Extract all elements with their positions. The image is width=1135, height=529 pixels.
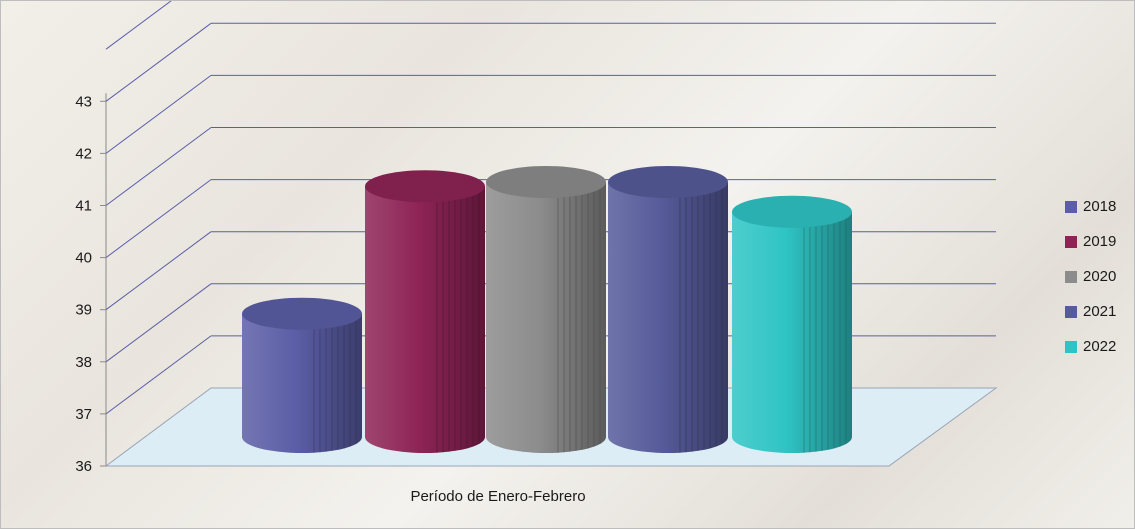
bar-top bbox=[365, 170, 485, 203]
legend-label: 2020 bbox=[1083, 268, 1117, 285]
y-tick-label: 40 bbox=[75, 250, 92, 267]
bar-2018 bbox=[242, 297, 362, 453]
bar-2022 bbox=[732, 195, 852, 453]
legend-label: 2021 bbox=[1083, 303, 1117, 320]
legend-swatch bbox=[1065, 340, 1077, 353]
y-tick-label: 42 bbox=[75, 145, 92, 162]
gridline bbox=[105, 22, 212, 102]
gridline bbox=[105, 74, 212, 154]
legend-swatch bbox=[1065, 270, 1077, 283]
legend-swatch bbox=[1065, 305, 1077, 318]
legend-item-2019: 2019 bbox=[1065, 224, 1116, 259]
legend-item-2022: 2022 bbox=[1065, 329, 1116, 364]
y-tick-label: 36 bbox=[75, 458, 92, 475]
gridline bbox=[105, 231, 212, 311]
bar-2021 bbox=[608, 166, 728, 453]
bar-2019 bbox=[365, 170, 485, 453]
y-tick-label: 43 bbox=[75, 93, 92, 110]
x-axis-label: Período de Enero-Febrero bbox=[410, 488, 585, 505]
gridline bbox=[105, 283, 212, 363]
bar-top bbox=[732, 195, 852, 228]
legend-label: 2019 bbox=[1083, 233, 1117, 250]
bar-top bbox=[608, 166, 728, 198]
y-tick-label: 39 bbox=[75, 302, 92, 319]
gridline bbox=[105, 335, 212, 415]
legend-item-2018: 2018 bbox=[1065, 189, 1116, 224]
bar-top bbox=[242, 297, 362, 330]
legend-swatch bbox=[1065, 200, 1077, 213]
y-tick-label: 38 bbox=[75, 354, 92, 371]
legend-swatch bbox=[1065, 235, 1077, 248]
bar-top bbox=[486, 166, 606, 198]
gridline bbox=[105, 1, 172, 50]
bar-2020 bbox=[486, 166, 606, 453]
legend-item-2021: 2021 bbox=[1065, 294, 1116, 329]
gridline bbox=[105, 179, 212, 259]
y-tick-label: 37 bbox=[75, 406, 92, 423]
legend-item-2020: 2020 bbox=[1065, 259, 1116, 294]
legend-label: 2018 bbox=[1083, 198, 1117, 215]
legend: 2018 2019 2020 2021 2022 bbox=[1065, 189, 1116, 364]
y-tick-label: 41 bbox=[75, 198, 92, 215]
gridline bbox=[105, 127, 212, 206]
legend-label: 2022 bbox=[1083, 338, 1117, 355]
